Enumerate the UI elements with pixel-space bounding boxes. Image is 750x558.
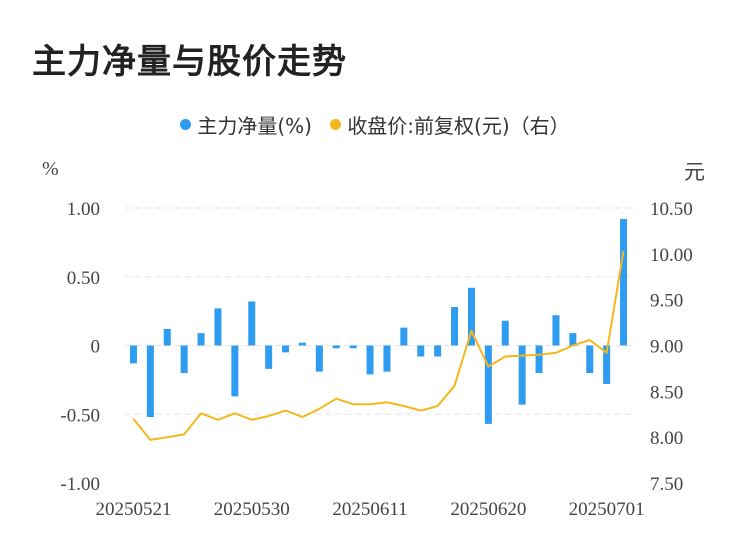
legend-dot-net-icon bbox=[180, 119, 192, 130]
bar-mark bbox=[197, 333, 205, 346]
bar-mark bbox=[417, 345, 425, 357]
bar-mark bbox=[400, 327, 408, 346]
left-axis-tick: -1.00 bbox=[60, 474, 100, 495]
right-axis-tick: 7.50 bbox=[650, 474, 683, 495]
bar-mark bbox=[569, 333, 577, 346]
left-axis-tick: 0.50 bbox=[67, 268, 100, 289]
bar-mark bbox=[535, 345, 543, 373]
bar-mark bbox=[366, 345, 374, 375]
right-axis-tick: 8.50 bbox=[650, 382, 683, 403]
bar-mark bbox=[434, 345, 442, 357]
legend-label-net: 主力净量(%) bbox=[197, 114, 312, 138]
left-axis-unit: % bbox=[42, 158, 59, 180]
bar-mark bbox=[451, 307, 459, 346]
legend-item-net[interactable]: 主力净量(%) bbox=[180, 110, 312, 139]
chart-title: 主力净量与股价走势 bbox=[32, 42, 347, 82]
bar-mark bbox=[501, 320, 509, 346]
x-axis-tick: 20250530 bbox=[214, 499, 290, 520]
bar-mark bbox=[552, 315, 560, 346]
right-axis-tick: 9.00 bbox=[650, 337, 683, 358]
bar-mark bbox=[146, 345, 154, 417]
bar-mark bbox=[586, 345, 594, 373]
bar-mark bbox=[163, 329, 171, 346]
bar-mark bbox=[467, 287, 475, 346]
bar-mark bbox=[265, 345, 273, 369]
bar-mark bbox=[248, 301, 256, 346]
left-axis-tick: 0 bbox=[91, 337, 101, 358]
bar-mark bbox=[282, 345, 290, 353]
right-axis-tick: 10.50 bbox=[650, 199, 693, 220]
bar-mark bbox=[180, 345, 188, 373]
bar-mark bbox=[315, 345, 323, 372]
legend-label-price: 收盘价:前复权(元)（右） bbox=[347, 114, 570, 138]
bar-mark bbox=[484, 345, 492, 424]
right-axis-unit: 元 bbox=[684, 160, 705, 184]
bar-mark bbox=[214, 308, 222, 346]
right-axis-tick: 10.00 bbox=[650, 245, 693, 266]
bar-mark bbox=[603, 345, 611, 384]
bar-mark bbox=[298, 342, 306, 346]
legend-dot-price-icon bbox=[330, 119, 342, 130]
bar-mark bbox=[620, 219, 628, 346]
x-axis-tick: 20250701 bbox=[569, 499, 645, 520]
bar-mark bbox=[129, 345, 137, 364]
legend-item-price[interactable]: 收盘价:前复权(元)（右） bbox=[330, 110, 570, 139]
right-axis-tick: 8.00 bbox=[650, 428, 683, 449]
right-axis-tick: 9.50 bbox=[650, 291, 683, 312]
x-axis-tick: 20250521 bbox=[95, 499, 171, 520]
bar-mark bbox=[518, 345, 526, 405]
x-axis-tick: 20250611 bbox=[332, 499, 407, 520]
bar-mark bbox=[231, 345, 239, 397]
price-line bbox=[132, 250, 625, 441]
bar-mark bbox=[332, 345, 340, 349]
x-axis-tick: 20250620 bbox=[450, 499, 526, 520]
bar-mark bbox=[349, 345, 357, 349]
chart-legend: 主力净量(%) 收盘价:前复权(元)（右） bbox=[0, 110, 750, 139]
left-axis-tick: -0.50 bbox=[60, 405, 100, 426]
bar-mark bbox=[383, 345, 391, 372]
left-axis-tick: 1.00 bbox=[67, 199, 100, 220]
